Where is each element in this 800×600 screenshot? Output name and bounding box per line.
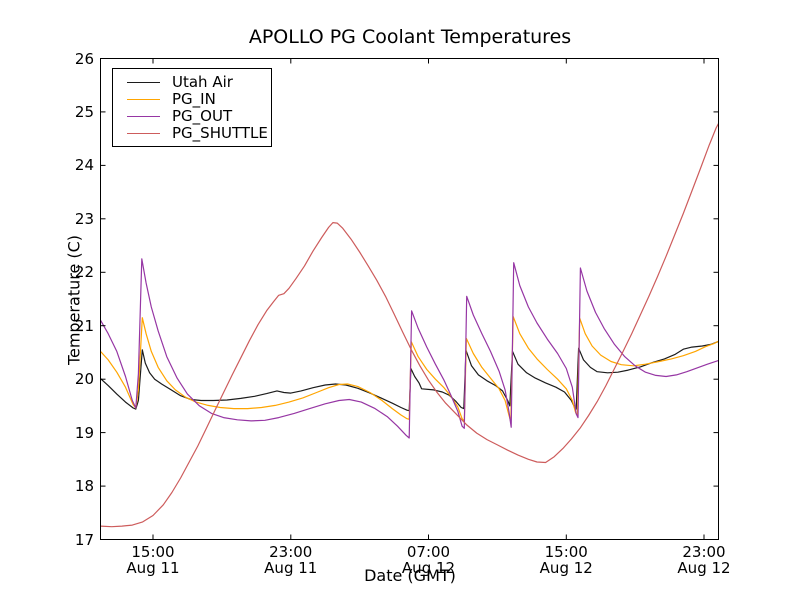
- series-line-pg-out: [100, 258, 719, 439]
- series-line-pg-in: [100, 316, 719, 423]
- legend-line-swatch: [127, 116, 160, 117]
- x-tick-label: 23:00 Aug 12: [659, 544, 749, 576]
- x-tick-date: Aug 11: [264, 559, 318, 577]
- legend-label: PG_IN: [172, 90, 216, 108]
- series-line-utah-air: [100, 340, 719, 412]
- x-tick-time: 15:00: [544, 543, 588, 561]
- legend-label: Utah Air: [172, 73, 233, 91]
- legend-line-swatch: [127, 99, 160, 100]
- legend-item-utah-air: Utah Air: [113, 74, 271, 91]
- x-tick-label: 23:00 Aug 11: [246, 544, 336, 576]
- chart-title: APOLLO PG Coolant Temperatures: [248, 26, 572, 48]
- y-tick-label: 26: [74, 49, 94, 68]
- y-tick-label: 20: [74, 370, 94, 389]
- y-tick-label: 17: [74, 530, 94, 549]
- legend: Utah Air PG_IN PG_OUT PG_SHUTTLE: [112, 68, 272, 147]
- y-tick-label: 22: [74, 263, 94, 282]
- x-tick-time: 15:00: [131, 543, 175, 561]
- x-tick-time: 23:00: [682, 543, 726, 561]
- x-tick-label: 07:00 Aug 12: [384, 544, 474, 576]
- y-tick-label: 19: [74, 423, 94, 442]
- legend-item-pg-shuttle: PG_SHUTTLE: [113, 125, 271, 142]
- y-tick-label: 21: [74, 316, 94, 335]
- x-axis-label: Date (GMT): [364, 566, 456, 585]
- legend-item-pg-out: PG_OUT: [113, 108, 271, 125]
- tick-marks: [100, 58, 719, 540]
- y-tick-label: 23: [74, 209, 94, 228]
- legend-item-pg-in: PG_IN: [113, 91, 271, 108]
- legend-line-swatch: [127, 133, 160, 134]
- legend-line-swatch: [127, 82, 160, 83]
- y-tick-label: 18: [74, 477, 94, 496]
- legend-label: PG_SHUTTLE: [172, 124, 268, 142]
- x-tick-date: Aug 12: [677, 559, 731, 577]
- x-tick-label: 15:00 Aug 12: [521, 544, 611, 576]
- x-tick-time: 23:00: [269, 543, 313, 561]
- x-tick-date: Aug 12: [401, 559, 456, 577]
- axes-border: [100, 58, 719, 540]
- x-tick-time: 07:00: [406, 543, 451, 561]
- x-tick-label: 15:00 Aug 11: [108, 544, 198, 576]
- x-tick-date: Aug 12: [539, 559, 593, 577]
- y-tick-label: 25: [74, 102, 94, 121]
- y-tick-label: 24: [74, 156, 94, 175]
- legend-label: PG_OUT: [172, 107, 233, 125]
- x-tick-date: Aug 11: [126, 559, 180, 577]
- series-line-pg-shuttle: [100, 122, 719, 528]
